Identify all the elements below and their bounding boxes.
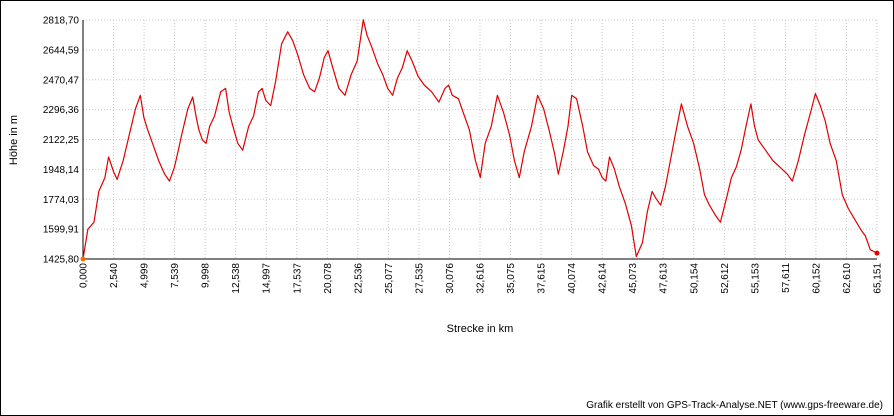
x-tick-label: 50,154 [689,263,700,294]
x-tick-label: 4,999 [140,263,151,288]
y-tick-label: 2296,36 [43,105,80,116]
credit-text: Grafik erstellt von GPS-Track-Analyse.NE… [586,400,883,411]
y-tick-labels: 2818,70 2644,59 2470,47 2296,36 2122,25 1948,… [43,16,80,266]
x-tick-label: 57,611 [781,263,792,293]
axes [82,20,877,260]
x-tick-label: 60,152 [811,263,822,294]
x-tick-label: 30,076 [445,263,456,294]
x-tick-label: 62,610 [842,263,853,294]
x-tick-label: 45,073 [628,263,639,294]
x-tick-label: 40,074 [567,263,578,294]
x-tick-label: 14,997 [262,263,273,294]
y-tick-label: 1948,14 [43,165,80,176]
x-tick-label: 65,151 [873,263,884,294]
x-axis-title: Strecke in km [447,323,514,335]
y-tick-label: 2818,70 [43,16,80,27]
x-tick-label: 42,614 [598,263,609,294]
x-tick-label: 32,616 [476,263,487,294]
x-tick-label: 12,538 [231,263,242,294]
x-tick-label: 7,539 [170,263,181,288]
x-tick-label: 25,077 [384,263,395,294]
x-tick-label: 9,998 [201,263,212,288]
x-tick-label: 22,536 [353,263,364,294]
x-tick-label: 2,540 [109,263,120,288]
y-tick-label: 2122,25 [43,135,80,146]
y-tick-label: 1774,03 [43,195,80,206]
x-tick-label: 55,153 [750,263,761,294]
x-tick-label: 37,615 [537,263,548,294]
y-tick-label: 2470,47 [43,75,80,86]
x-tick-label: 47,613 [659,263,670,294]
y-tick-label: 1599,91 [43,225,80,236]
y-axis-title: Höhe in m [8,115,20,165]
start-point-marker [80,256,86,262]
elevation-series-line [82,19,878,260]
y-tick-label: 1425,80 [43,255,80,266]
x-tick-label: 35,075 [506,263,517,294]
x-tick-label: 17,537 [292,263,303,294]
x-tick-label: 20,078 [323,263,334,294]
end-point-marker [874,250,880,256]
x-tick-label: 27,535 [414,263,425,294]
x-tick-label: 52,612 [720,263,731,294]
x-tick-labels: 0,000 2,540 4,999 7,539 9,998 12,538 14,997 17,… [79,263,884,294]
x-tick-label: 0,000 [79,263,90,288]
y-tick-label: 2644,59 [43,45,80,56]
